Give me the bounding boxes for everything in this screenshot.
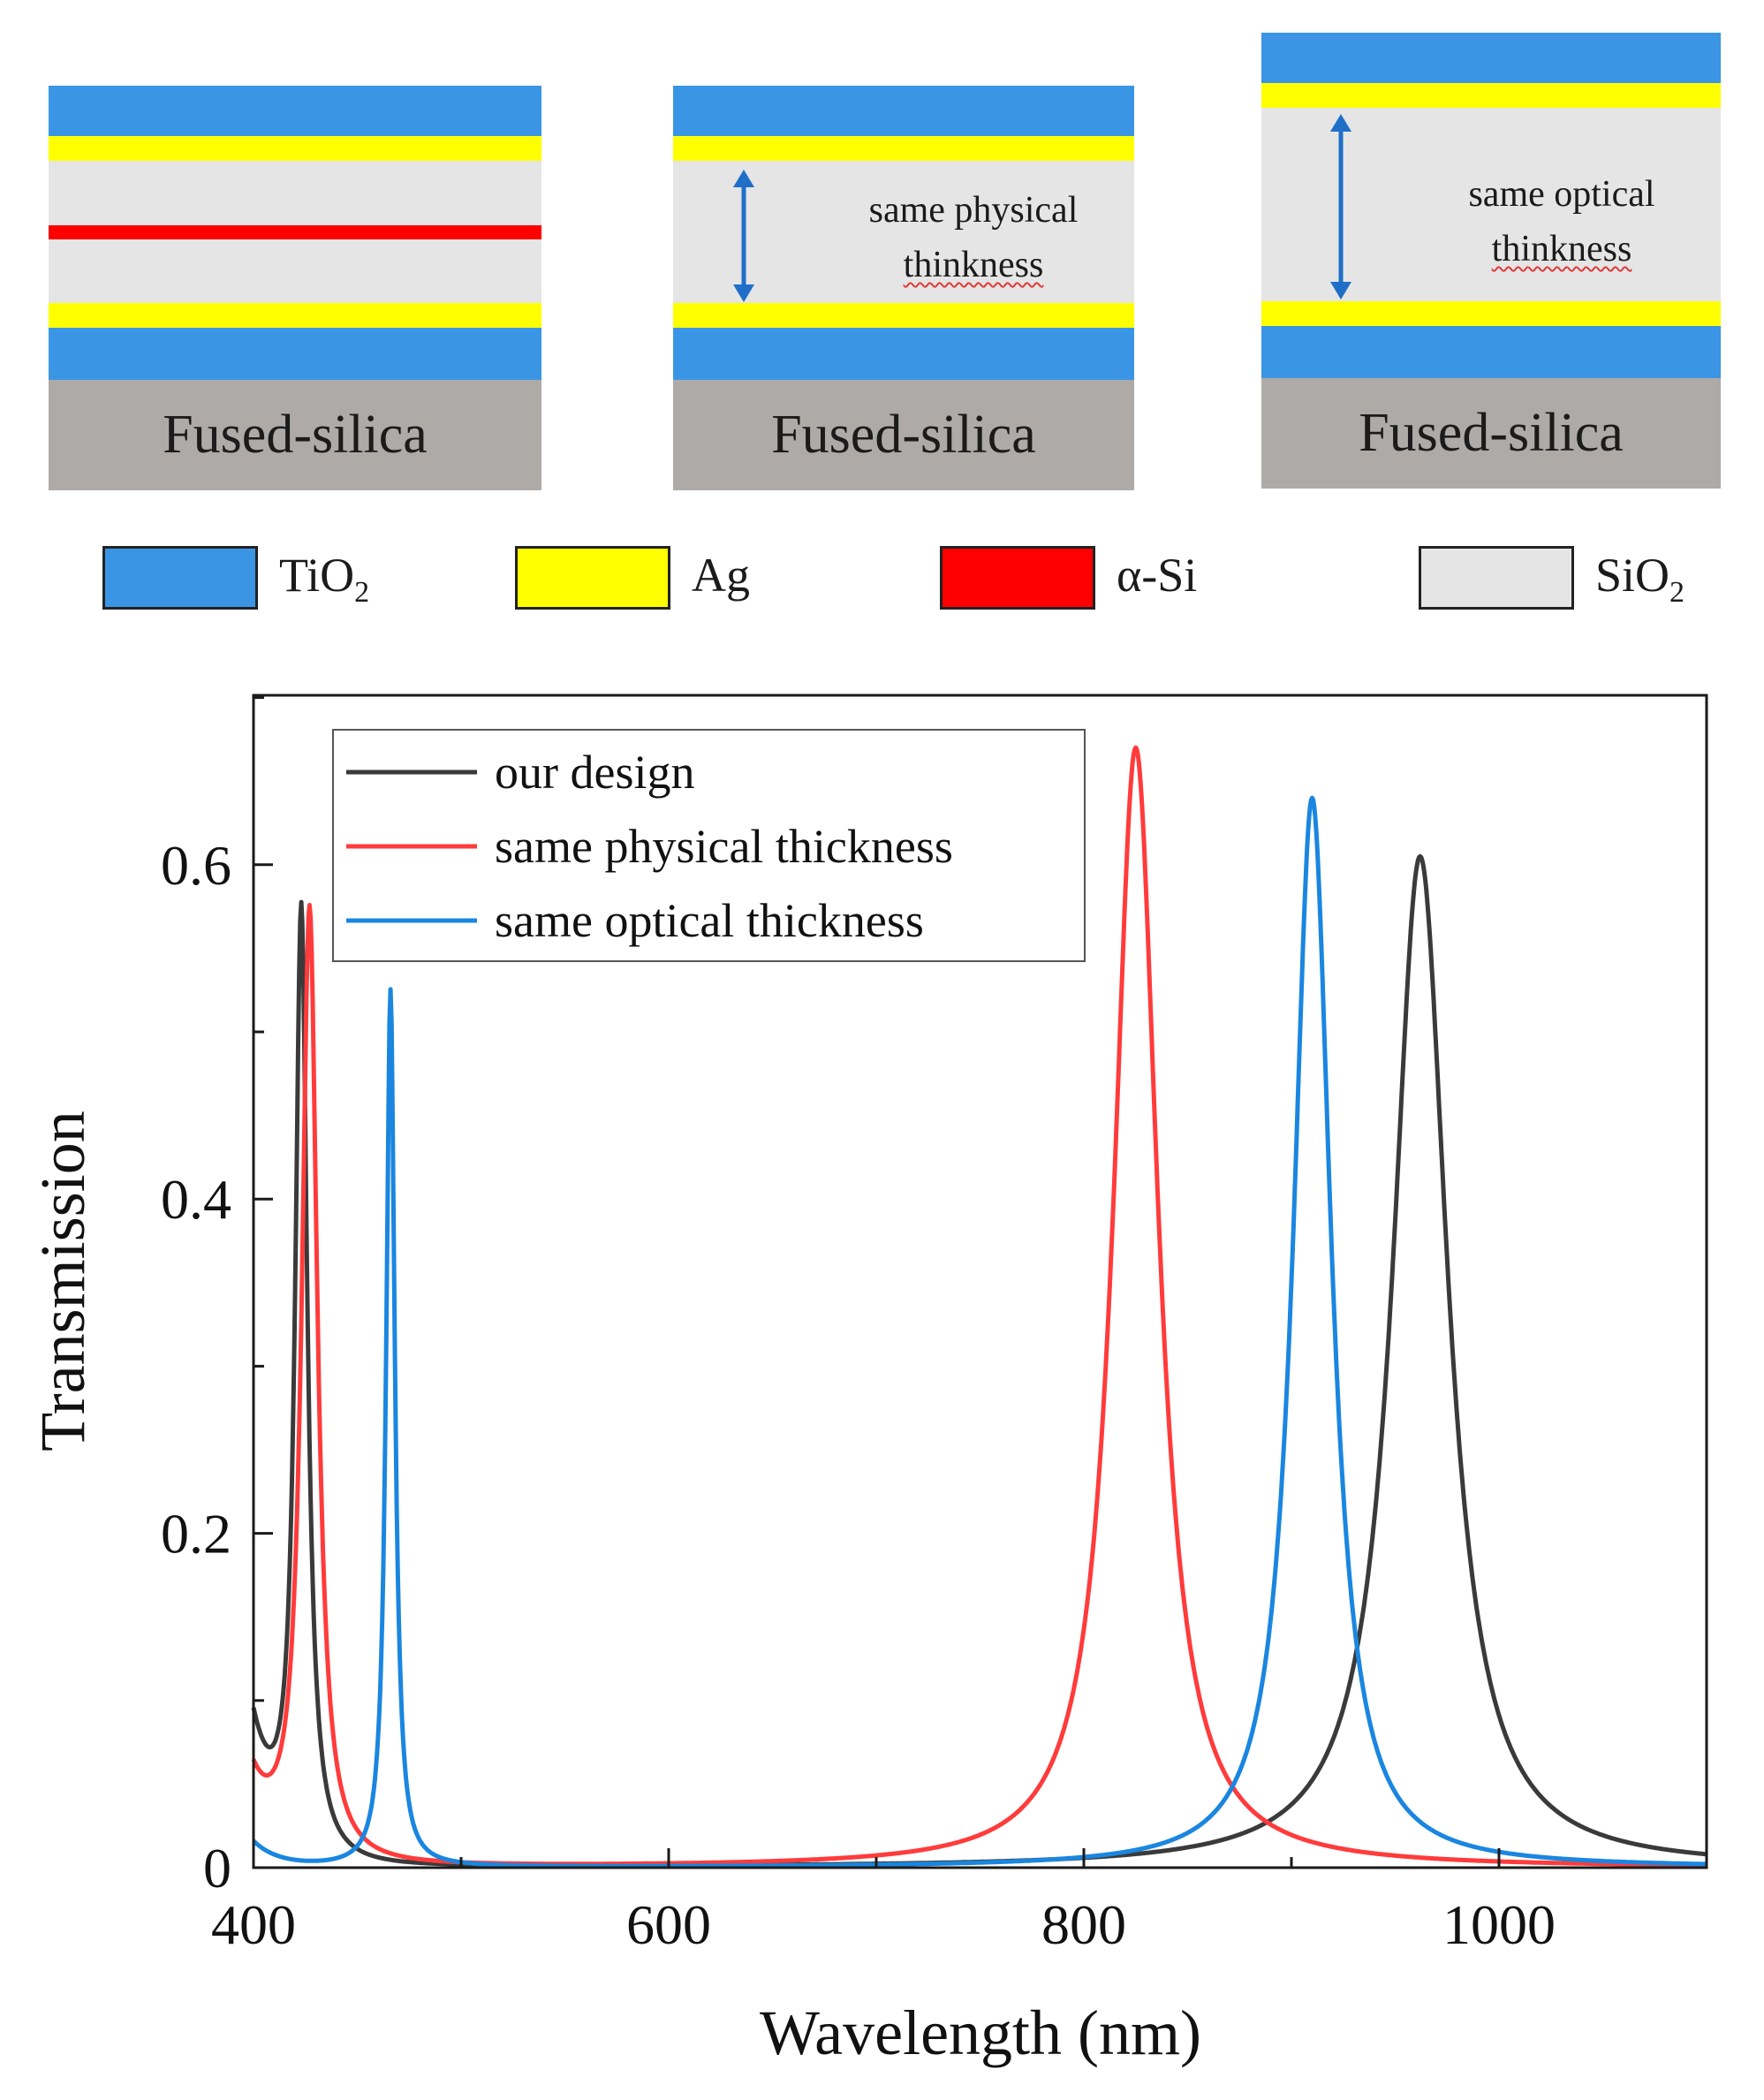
series-layer bbox=[251, 745, 1708, 1869]
tio2-layer-bottom bbox=[1261, 326, 1721, 378]
x-tick-label: 400 bbox=[211, 1893, 296, 1956]
diagram-our-design: Fused-silica bbox=[49, 86, 541, 490]
series-line-2 bbox=[252, 795, 1708, 1869]
tio2-layer-top bbox=[49, 86, 541, 136]
diagram-same-optical-thickness: same optical thinkness Fused-silica bbox=[1261, 33, 1721, 489]
legend-label: same optical thickness bbox=[495, 894, 924, 947]
substrate-label: Fused-silica bbox=[771, 405, 1036, 465]
double-arrow-icon bbox=[733, 170, 754, 302]
ag-layer-top bbox=[1261, 83, 1721, 108]
double-arrow-icon bbox=[1330, 114, 1351, 299]
note-line-2: thinkness bbox=[903, 245, 1044, 285]
plot-frame bbox=[252, 694, 1708, 1869]
x-tick-label: 800 bbox=[1041, 1893, 1126, 1956]
tio2-layer-bottom bbox=[673, 328, 1134, 380]
substrate-label: Fused-silica bbox=[163, 405, 428, 465]
thickness-note: same physical thinkness bbox=[828, 183, 1119, 292]
a-si-swatch bbox=[940, 546, 1095, 610]
legend-entries: our design same physical thickness same op… bbox=[346, 746, 953, 947]
ag-layer-top bbox=[673, 136, 1134, 161]
tio2-label: TiO2 bbox=[279, 549, 370, 609]
tio2-layer-top bbox=[673, 86, 1134, 136]
note-line-2: thinkness bbox=[1491, 229, 1632, 269]
a-si-label: α-Si bbox=[1117, 549, 1198, 602]
x-tick-label: 600 bbox=[626, 1893, 711, 1956]
sio2-layer-upper bbox=[49, 161, 541, 225]
substrate-label: Fused-silica bbox=[1359, 403, 1624, 463]
fused-silica-substrate: Fused-silica bbox=[1261, 378, 1721, 489]
sio2-swatch bbox=[1419, 546, 1574, 610]
y-tick-label: 0.6 bbox=[161, 834, 231, 897]
y-tick-label: 0 bbox=[203, 1837, 231, 1899]
y-tick-label: 0.4 bbox=[161, 1168, 231, 1231]
tio2-layer-top bbox=[1261, 33, 1721, 83]
ag-label: Ag bbox=[692, 549, 750, 602]
y-tick-label: 0.2 bbox=[161, 1503, 231, 1566]
tio2-swatch bbox=[102, 546, 258, 610]
legend-label: same physical thickness bbox=[495, 820, 953, 873]
fused-silica-substrate: Fused-silica bbox=[49, 380, 541, 490]
ag-layer-bottom bbox=[1261, 301, 1721, 326]
y-axis-title: Transmission bbox=[27, 1111, 98, 1451]
sio2-label: SiO2 bbox=[1595, 549, 1685, 609]
a-si-layer bbox=[49, 225, 541, 239]
axis-ticks bbox=[252, 696, 1708, 1869]
x-axis-title: Wavelength (nm) bbox=[760, 1998, 1201, 2068]
thickness-note: same optical thinkness bbox=[1420, 167, 1703, 277]
note-line-1: same physical bbox=[868, 190, 1079, 231]
ag-layer-bottom bbox=[49, 303, 541, 328]
diagram-same-physical-thickness: same physical thinkness Fused-silica bbox=[673, 86, 1134, 490]
tio2-layer-bottom bbox=[49, 328, 541, 380]
note-line-1: same optical bbox=[1468, 174, 1655, 215]
x-tick-label: 1000 bbox=[1442, 1893, 1556, 1956]
ag-layer-top bbox=[49, 136, 541, 161]
axis-labels: 400 600 800 1000 0 0.2 0.4 0.6 bbox=[161, 834, 1556, 1956]
ag-layer-bottom bbox=[673, 303, 1134, 328]
sio2-layer bbox=[1261, 108, 1721, 301]
ag-swatch bbox=[515, 546, 670, 610]
sio2-layer-lower bbox=[49, 239, 541, 303]
chart-legend: our design same physical thickness same op… bbox=[332, 729, 1086, 962]
legend-label: our design bbox=[495, 746, 694, 799]
series-line-0 bbox=[251, 853, 1708, 1868]
fused-silica-substrate: Fused-silica bbox=[673, 380, 1134, 490]
